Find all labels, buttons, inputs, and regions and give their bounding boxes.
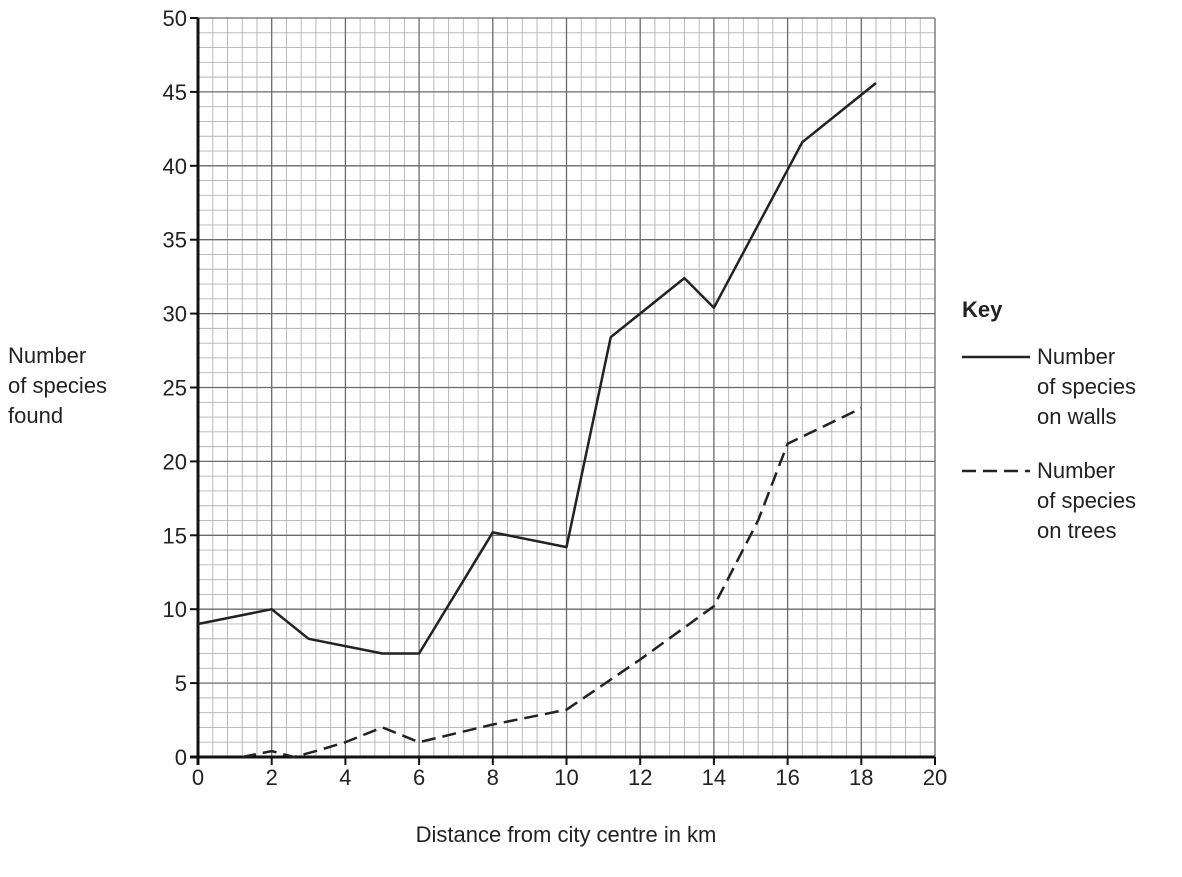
x-axis-label: Distance from city centre in km: [416, 822, 717, 847]
series-line-trees: [241, 407, 862, 759]
series-group: [197, 82, 877, 759]
axes: [190, 18, 935, 765]
x-tick-label: 10: [554, 765, 578, 790]
x-tick-label: 12: [628, 765, 652, 790]
legend-walls-line-2: of species: [1037, 374, 1136, 399]
legend-trees-line-3: on trees: [1037, 518, 1117, 543]
y-axis-label-line-2: of species: [8, 373, 107, 398]
y-tick-label: 35: [163, 228, 187, 253]
y-tick-labels: 0 5 10 15 20 25 30 35 40 45 50: [163, 6, 198, 770]
legend-trees-line-1: Number: [1037, 458, 1115, 483]
y-tick-label: 30: [163, 302, 187, 327]
x-tick-label: 4: [339, 765, 351, 790]
x-tick-label: 16: [775, 765, 799, 790]
legend-trees-line-2: of species: [1037, 488, 1136, 513]
legend: Key Number of species on walls Number of…: [962, 297, 1136, 543]
y-axis-label-line-3: found: [8, 403, 63, 428]
y-tick-label: 0: [175, 745, 187, 770]
x-tick-label: 0: [192, 765, 204, 790]
y-tick-label: 45: [163, 80, 187, 105]
x-tick-label: 20: [923, 765, 947, 790]
y-tick-label: 50: [163, 6, 187, 31]
y-tick-label: 25: [163, 376, 187, 401]
legend-walls-line-3: on walls: [1037, 404, 1116, 429]
y-tick-label: 40: [163, 154, 187, 179]
y-tick-label: 10: [163, 597, 187, 622]
x-tick-label: 14: [702, 765, 726, 790]
x-tick-label: 18: [849, 765, 873, 790]
series-line-walls: [197, 82, 877, 655]
x-tick-label: 8: [487, 765, 499, 790]
y-tick-label: 15: [163, 523, 187, 548]
legend-title: Key: [962, 297, 1003, 322]
y-tick-label: 20: [163, 449, 187, 474]
x-tick-label: 6: [413, 765, 425, 790]
y-axis-label-line-1: Number: [8, 343, 86, 368]
x-tick-label: 2: [266, 765, 278, 790]
grid-major: [197, 17, 936, 758]
y-tick-label: 5: [175, 671, 187, 696]
legend-walls-line-1: Number: [1037, 344, 1115, 369]
x-tick-labels: 0 2 4 6 8 10 12 14 16 18 20: [192, 757, 947, 790]
